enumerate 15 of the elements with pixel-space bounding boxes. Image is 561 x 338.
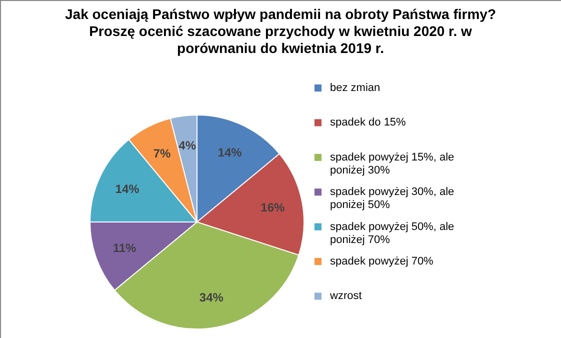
data-label: 4%	[178, 138, 196, 153]
legend-label: spadek powyżej 70%	[330, 256, 434, 268]
legend-label: bez zmian	[330, 82, 380, 94]
legend-label: spadek powyżej 50%, ale poniżej 70%	[330, 220, 454, 246]
data-label: 7%	[153, 146, 172, 160]
chart-title: Jak oceniają Państwo wpływ pandemii na obroty Państwa firmy? Proszę ocenić szacowane przychody w kwietniu 2020 r. w porównaniu do kwietnia 2019 r.	[64, 6, 496, 56]
data-label: 14%	[115, 182, 140, 196]
data-label: 16%	[260, 200, 286, 215]
legend-label: spadek do 15%	[330, 116, 406, 129]
data-label: 34%	[199, 290, 224, 305]
data-label: 11%	[112, 241, 137, 256]
data-label: 14%	[218, 145, 242, 160]
legend-label: spadek powyżej 30%, ale poniżej 50%	[330, 186, 454, 212]
legend-label: spadek powyżej 15%, ale poniżej 30%	[330, 151, 454, 176]
legend-label: wzrost	[329, 290, 362, 302]
